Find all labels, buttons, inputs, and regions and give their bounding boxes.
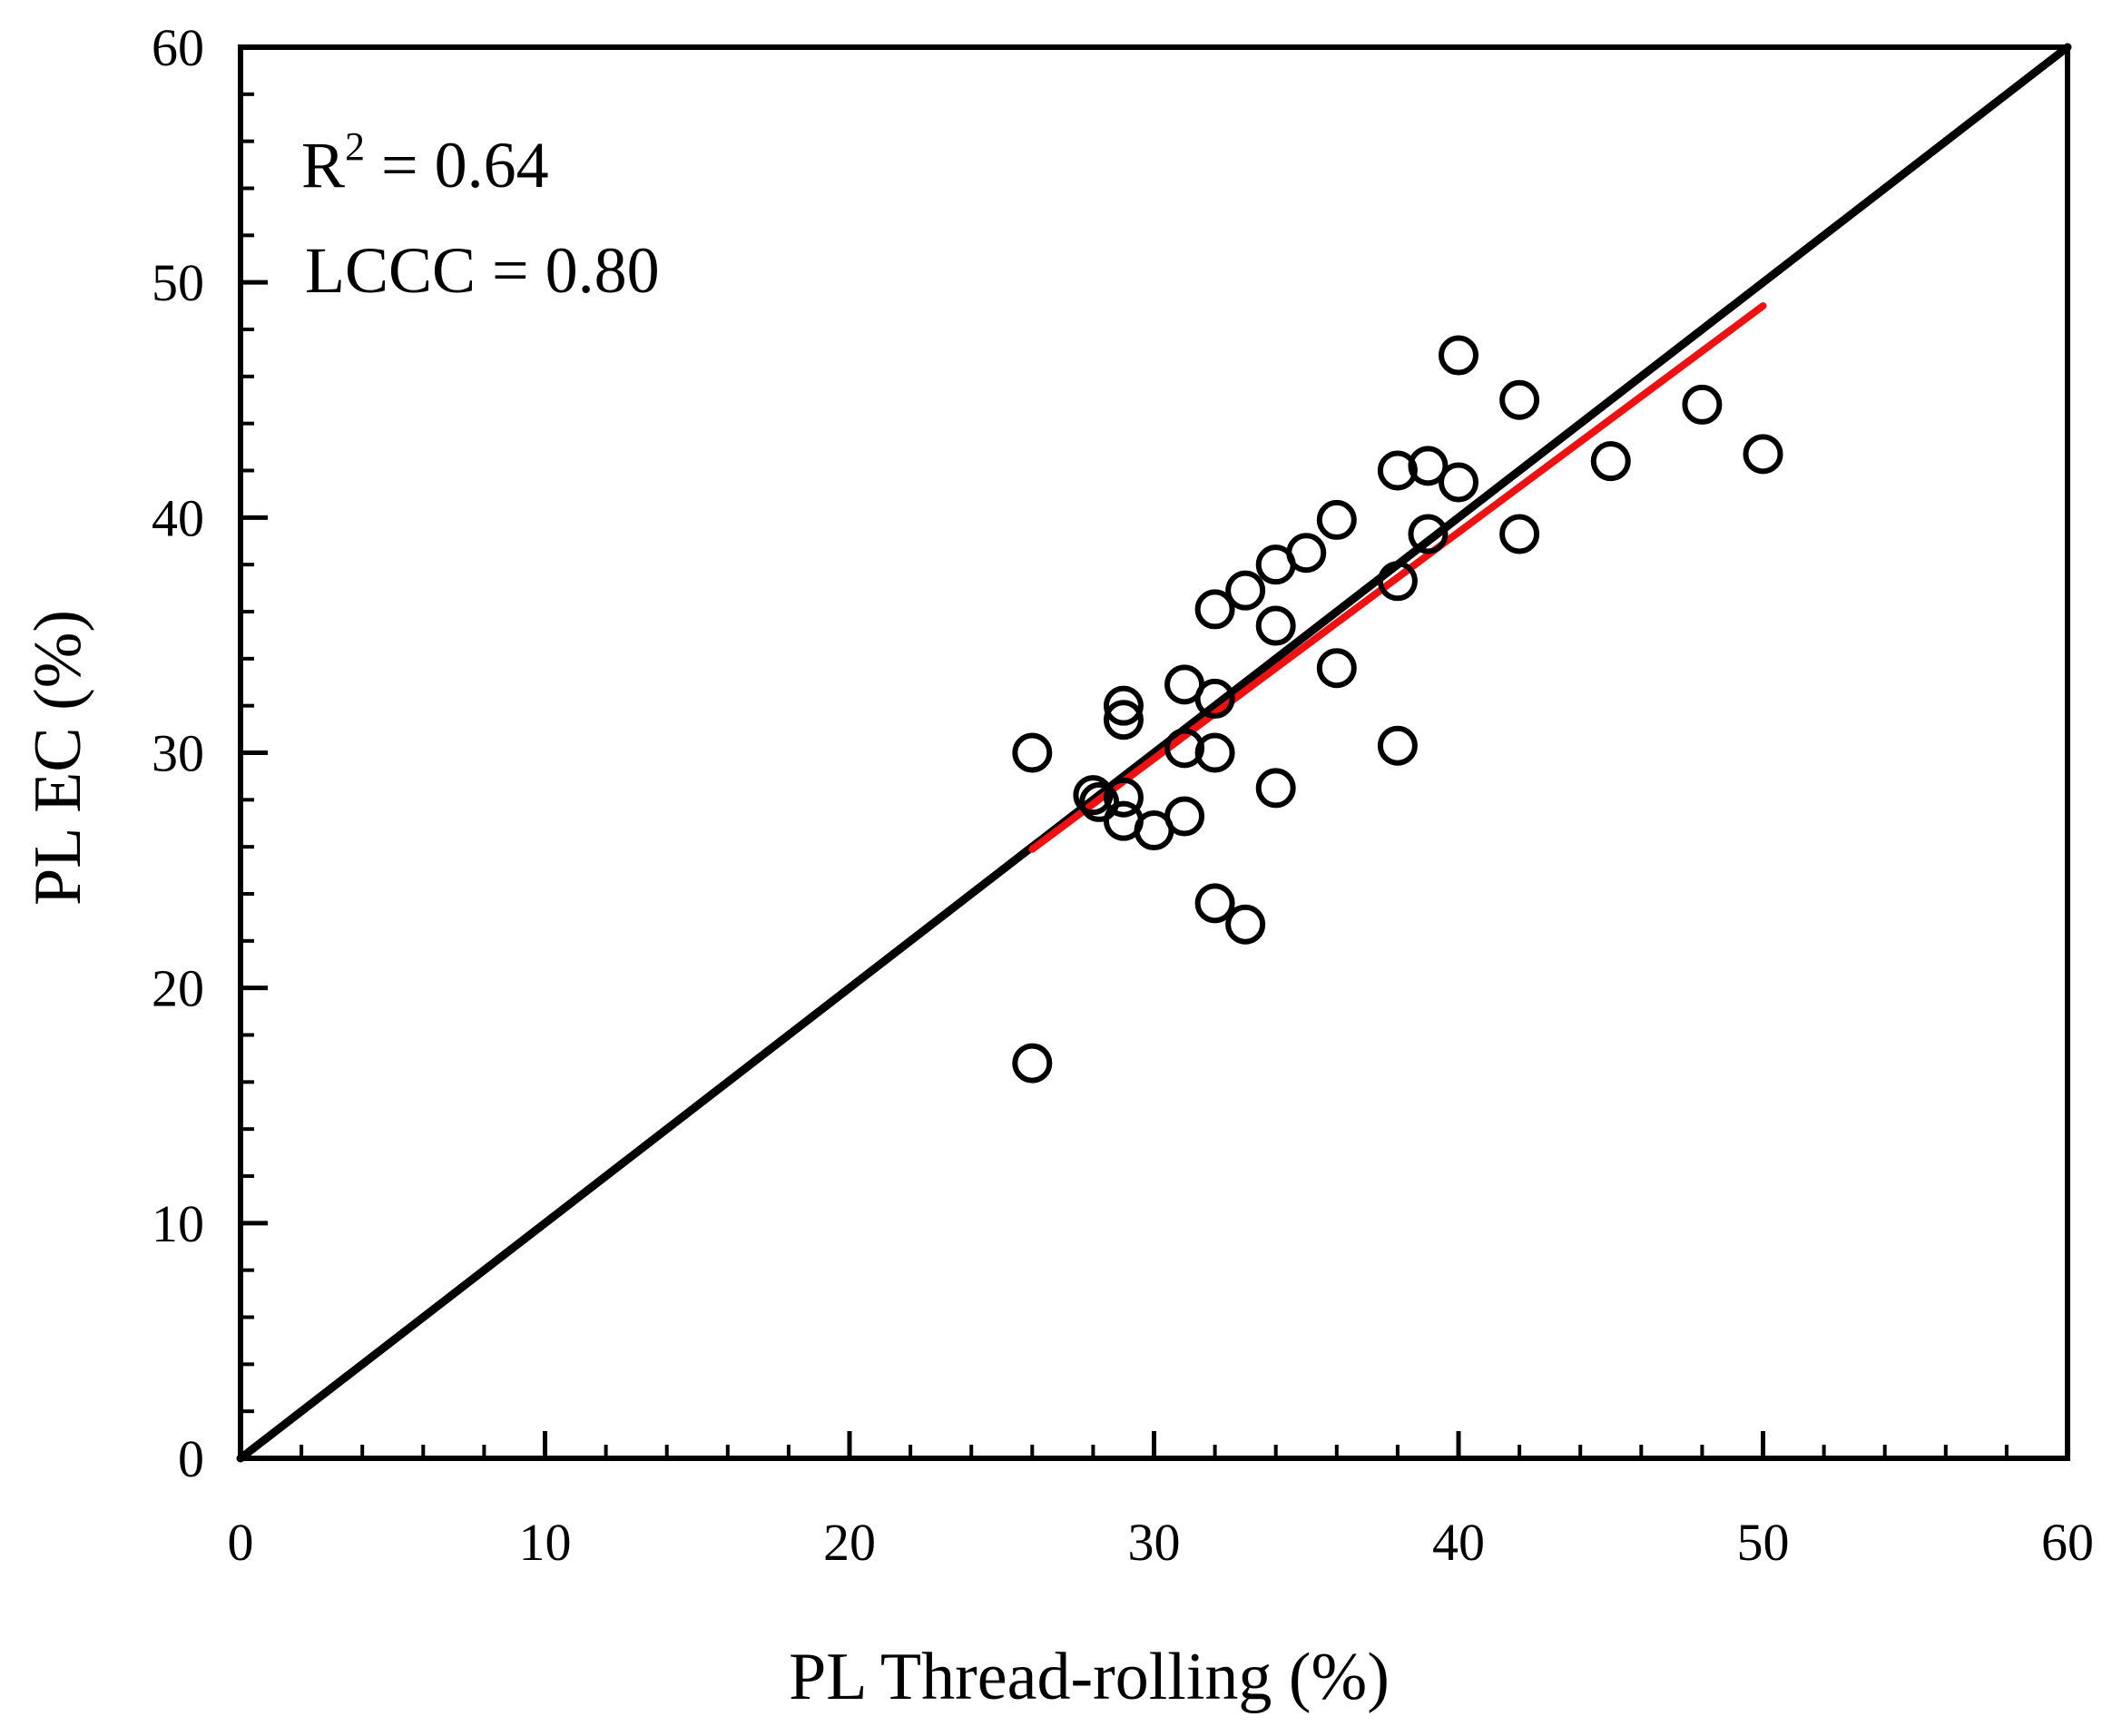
data-point xyxy=(1377,561,1418,602)
data-point xyxy=(1103,777,1144,818)
y-tick-label: 40 xyxy=(152,488,204,547)
data-point xyxy=(1194,589,1235,630)
data-point xyxy=(1286,533,1327,574)
data-point xyxy=(1316,648,1357,689)
data-point xyxy=(1103,700,1144,740)
y-tick-label: 20 xyxy=(152,959,204,1018)
data-point xyxy=(1194,678,1235,719)
y-tick-label: 60 xyxy=(152,18,204,77)
data-point xyxy=(1073,775,1114,816)
data-point xyxy=(1012,732,1053,773)
y-tick-label: 10 xyxy=(152,1194,204,1253)
x-tick-label: 0 xyxy=(228,1513,254,1572)
data-point xyxy=(1743,434,1783,475)
y-axis-title: PL EC (%) xyxy=(21,610,95,906)
data-point xyxy=(1377,450,1418,491)
data-point xyxy=(1439,335,1478,376)
x-tick-label: 50 xyxy=(1737,1513,1790,1572)
lccc-annotation: LCCC = 0.80 xyxy=(305,234,660,307)
data-point xyxy=(1408,514,1449,554)
chart-lines xyxy=(236,43,2072,1463)
y-tick-labels: 0 10 20 30 40 50 60 xyxy=(152,18,204,1488)
data-point xyxy=(1590,441,1631,482)
y-tick-label: 30 xyxy=(152,724,204,783)
data-point xyxy=(1408,446,1449,486)
y-tick-label: 0 xyxy=(178,1429,204,1488)
data-point xyxy=(1255,768,1296,809)
data-point xyxy=(1164,728,1205,769)
data-point xyxy=(1377,725,1418,766)
identity-line xyxy=(236,43,2072,1463)
x-tick-label: 60 xyxy=(2041,1513,2094,1572)
data-point xyxy=(1682,384,1723,425)
data-point xyxy=(1194,732,1235,773)
x-tick-label: 20 xyxy=(823,1513,876,1572)
x-tick-labels: 0 10 20 30 40 50 60 xyxy=(228,1513,2095,1572)
data-point xyxy=(1225,904,1266,945)
r2-annotation: R2 = 0.64 xyxy=(301,124,549,201)
data-point xyxy=(1316,499,1357,540)
data-point xyxy=(1439,462,1478,503)
data-point xyxy=(1012,1043,1053,1084)
data-point xyxy=(1499,514,1540,554)
data-point xyxy=(1103,685,1144,726)
y-tick-label: 50 xyxy=(152,253,204,312)
x-tick-label: 30 xyxy=(1128,1513,1181,1572)
data-point xyxy=(1194,883,1235,924)
data-point xyxy=(1164,796,1205,837)
data-points xyxy=(1012,335,1783,1084)
x-tick-label: 40 xyxy=(1432,1513,1485,1572)
data-point xyxy=(1499,379,1540,420)
x-tick-label: 10 xyxy=(519,1513,572,1572)
minor-ticks xyxy=(241,92,2009,1458)
data-point xyxy=(1225,570,1266,611)
regression-line xyxy=(1028,302,1767,853)
data-point xyxy=(1255,605,1296,646)
data-point xyxy=(1079,781,1120,822)
x-axis-title: PL Thread-rolling (%) xyxy=(789,1640,1390,1714)
